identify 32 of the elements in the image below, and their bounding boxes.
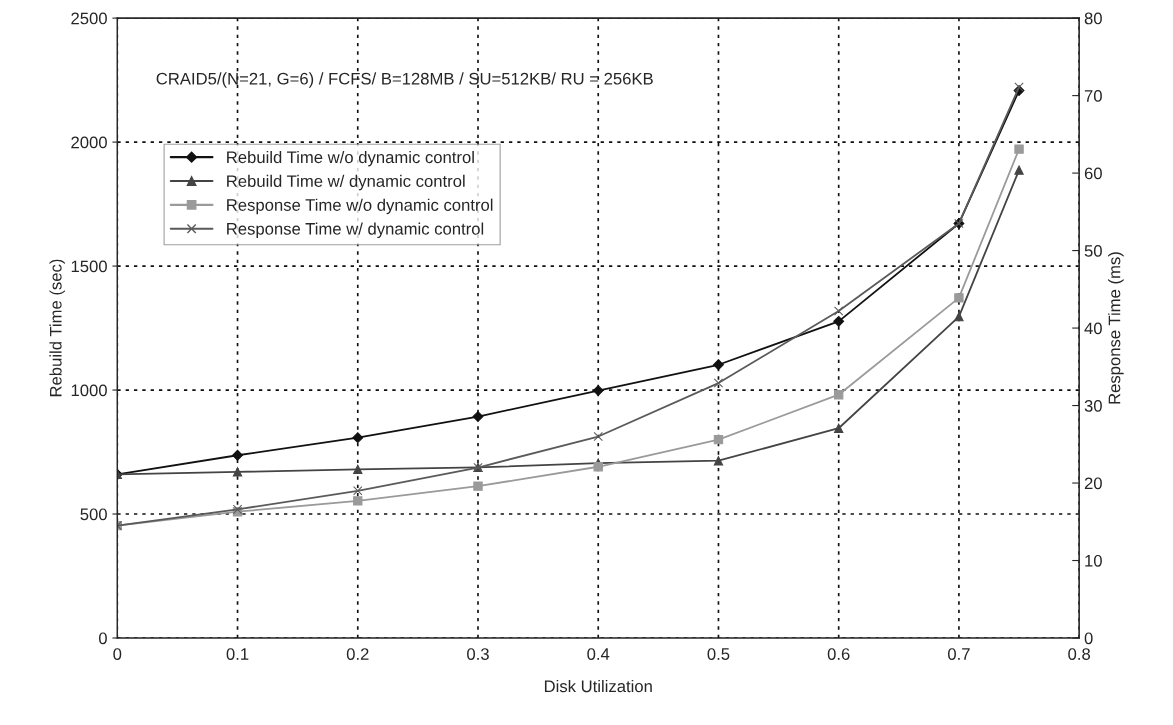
y2-tick-label: 50	[1084, 244, 1102, 257]
x-tick-label: 0.2	[346, 648, 369, 660]
legend-label: Response Time w/ dynamic control	[227, 222, 484, 239]
x-tick-label: 0.3	[467, 648, 489, 660]
y2-tick-label: 10	[1085, 554, 1102, 567]
x-tick-label: 0.4	[587, 648, 610, 660]
x-tick-label: 0.5	[707, 648, 730, 660]
y2-tick-label: 80	[1084, 12, 1102, 25]
legend-label: Response Time w/o dynamic control	[227, 198, 493, 215]
x-axis-title: Disk Utilization	[544, 679, 652, 693]
y2-tick-label: 20	[1084, 477, 1102, 490]
y-tick-label: 500	[80, 508, 107, 521]
y2-tick-label: 0	[1084, 632, 1093, 645]
y2-tick-label: 60	[1084, 167, 1102, 180]
y2-tick-label: 70	[1084, 90, 1102, 102]
y-tick-label: 1000	[71, 384, 107, 397]
legend-label: Rebuild Time w/ dynamic control	[227, 174, 465, 191]
y-axis-title: Rebuild Time (sec)	[49, 259, 65, 397]
x-tick-label: 0	[113, 648, 122, 660]
y-tick-label: 0	[98, 632, 107, 645]
annotation: CRAID5/(N=21, G=6) / FCFS/ B=128MB / SU=512KB/ RU = 256KB	[156, 72, 653, 88]
y2-tick-label: 30	[1084, 399, 1102, 412]
legend-label: Rebuild Time w/o dynamic control	[227, 150, 474, 167]
y2-axis-title: Response Time (ms)	[1108, 252, 1124, 404]
x-tick-label: 0.6	[827, 648, 850, 660]
x-tick-label: 0.1	[226, 648, 249, 660]
x-tick-label: 0.7	[948, 648, 970, 660]
y-tick-label: 1500	[71, 260, 107, 273]
y-tick-label: 2500	[71, 12, 107, 25]
y2-tick-label: 40	[1084, 322, 1102, 335]
x-tick-label: 0.8	[1068, 648, 1091, 660]
y-tick-label: 2000	[71, 136, 107, 149]
